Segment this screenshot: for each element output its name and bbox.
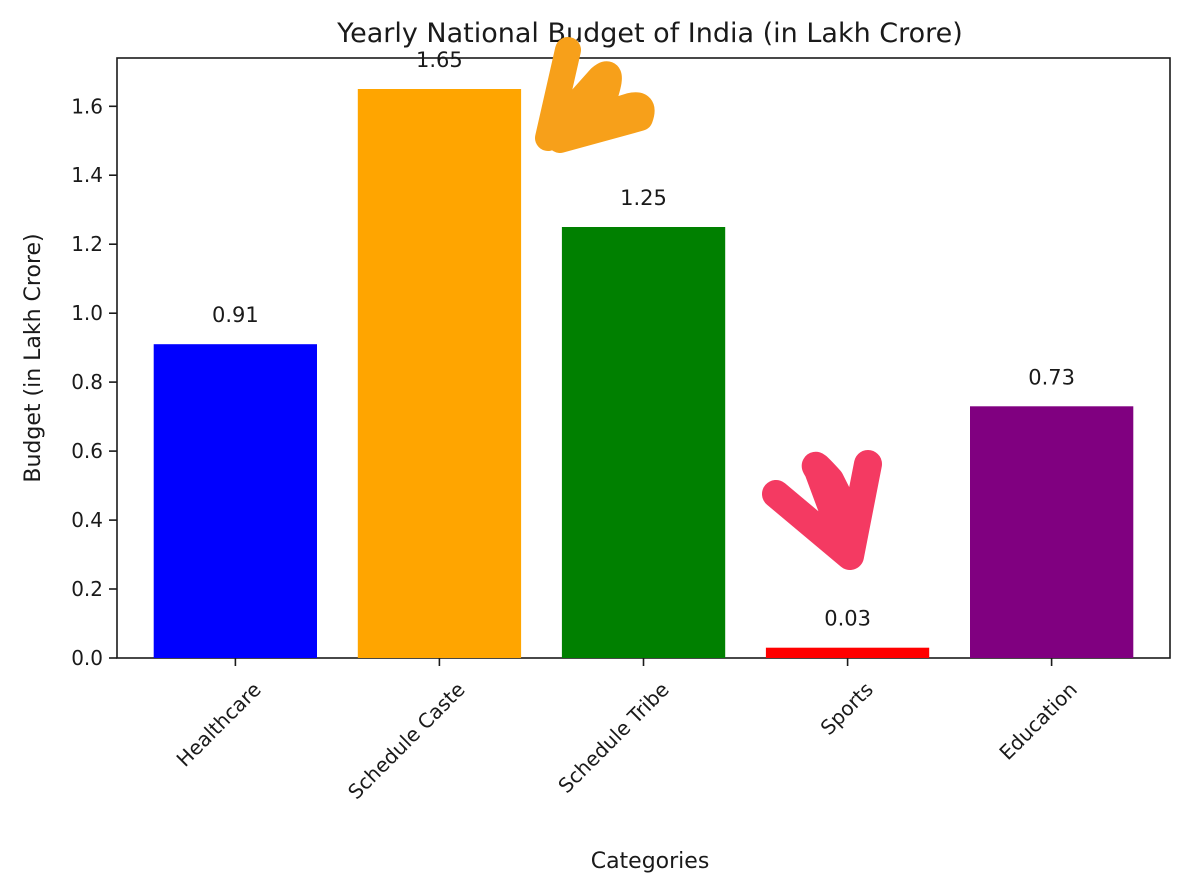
data-label: 0.73 — [1028, 365, 1075, 389]
data-label: 1.65 — [416, 48, 463, 72]
annotation-stickers — [535, 37, 882, 570]
bar — [153, 344, 317, 658]
orange-arrow-sticker — [535, 37, 655, 153]
y-tick-label: 0.6 — [71, 439, 103, 463]
bar — [357, 89, 522, 658]
x-tick-label: Education — [995, 677, 1082, 764]
bar — [765, 647, 930, 658]
x-tick-label: Schedule Caste — [343, 677, 470, 804]
data-labels-layer: 0.91 1.65 1.25 0.03 0.73 — [212, 48, 1075, 631]
x-tick-label: Schedule Tribe — [553, 677, 673, 797]
bars-layer — [153, 89, 1134, 658]
y-tick-label: 1.2 — [71, 232, 103, 256]
y-tick-label: 0.2 — [71, 577, 103, 601]
bar — [970, 406, 1134, 658]
y-tick-label: 1.6 — [71, 94, 103, 118]
y-axis-label: Budget (in Lakh Crore) — [21, 233, 46, 482]
pink-arrow-sticker — [762, 450, 882, 570]
x-tick-label: Healthcare — [172, 677, 266, 771]
bar — [561, 227, 726, 658]
y-tick-label: 1.0 — [71, 301, 103, 325]
y-tick-label: 0.0 — [71, 646, 103, 670]
data-label: 0.03 — [824, 607, 871, 631]
x-tick-label: Sports — [816, 677, 878, 739]
y-tick-label: 1.4 — [71, 163, 103, 187]
y-tick-label: 0.8 — [71, 370, 103, 394]
y-tick-label: 0.4 — [71, 508, 103, 532]
data-label: 0.91 — [212, 303, 259, 327]
data-label: 1.25 — [620, 186, 667, 210]
chart-title: Yearly National Budget of India (in Lakh… — [336, 18, 963, 49]
x-axis-label: Categories — [591, 849, 710, 874]
